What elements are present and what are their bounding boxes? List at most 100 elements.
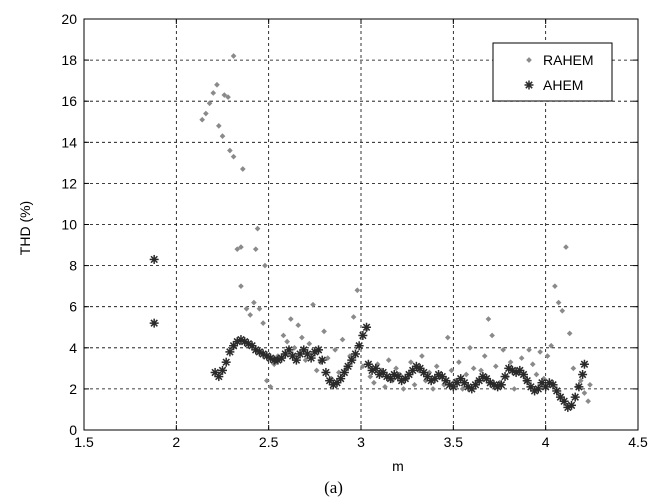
rahem-point <box>467 344 473 351</box>
ahem-point <box>291 355 301 365</box>
ahem-point-stroke <box>237 335 245 344</box>
y-tick-label: 18 <box>61 52 77 68</box>
ahem-point-stroke <box>442 376 450 385</box>
rahem-point <box>230 153 237 160</box>
ahem-point-stroke <box>390 370 398 379</box>
ahem-point-stroke <box>497 381 506 389</box>
ahem-point <box>229 341 239 351</box>
ahem-point <box>567 400 577 410</box>
rahem-point <box>548 342 555 349</box>
ahem-point-stroke <box>218 366 227 375</box>
ahem-point-stroke <box>486 379 494 387</box>
ahem-point-stroke <box>505 364 513 373</box>
ahem-point-stroke <box>150 319 158 327</box>
ahem-point-stroke <box>445 381 454 389</box>
rahem-point <box>552 283 558 289</box>
y-tick-label: 8 <box>69 258 77 274</box>
rahem-point <box>463 371 470 378</box>
ahem-point-stroke <box>215 372 223 381</box>
figure-caption: (a) <box>324 478 343 497</box>
ahem-point <box>284 345 294 355</box>
legend: RAHEM AHEM <box>492 42 613 102</box>
legend-marker-rahem <box>526 57 532 63</box>
rahem-point <box>221 92 228 98</box>
ahem-point <box>445 380 455 390</box>
y-tick-label: 10 <box>61 217 77 233</box>
legend-label-rahem: RAHEM <box>543 52 594 68</box>
ahem-point <box>321 367 331 377</box>
ahem-point-stroke <box>490 381 498 389</box>
rahem-point <box>239 166 246 172</box>
ahem-point-stroke <box>340 368 349 377</box>
y-tick-label: 4 <box>69 340 77 356</box>
ahem-point <box>578 370 588 380</box>
ahem-point-stroke <box>325 376 334 385</box>
x-tick-label: 4 <box>542 434 550 450</box>
rahem-point <box>251 299 257 306</box>
ahem-point <box>339 367 349 377</box>
rahem-point <box>267 384 274 390</box>
ahem-point-stroke <box>285 346 293 354</box>
ahem-point-stroke <box>482 374 491 383</box>
rahem-point <box>332 347 338 353</box>
ahem-point <box>548 380 558 390</box>
ahem-point-stroke <box>383 372 391 381</box>
ahem-point-stroke <box>344 362 352 371</box>
rahem-point <box>478 367 484 374</box>
ahem-point-stroke <box>538 379 546 387</box>
ahem-point-stroke <box>351 350 360 358</box>
rahem-point <box>280 332 287 339</box>
rahem-point <box>306 340 313 347</box>
ahem-point-stroke <box>303 350 312 358</box>
rahem-point <box>321 328 327 335</box>
ahem-point <box>579 359 589 369</box>
rahem-point <box>585 398 591 405</box>
rahem-point <box>577 377 584 384</box>
y-tick-label: 14 <box>61 134 77 150</box>
rahem-point <box>256 305 263 312</box>
ahem-point <box>533 384 543 394</box>
ahem-point <box>363 359 373 369</box>
ahem-point <box>218 365 227 375</box>
rahem-point <box>214 81 220 88</box>
ahem-point <box>225 347 235 357</box>
ahem-point-stroke <box>394 372 402 381</box>
ahem-point-stroke <box>523 376 531 385</box>
rahem-point <box>206 100 213 107</box>
legend-label-ahem: AHEM <box>543 77 583 93</box>
rahem-point <box>408 359 414 366</box>
ahem-point <box>306 353 316 363</box>
rahem-point <box>563 244 569 250</box>
ahem-point <box>214 372 224 382</box>
rahem-point <box>284 338 290 345</box>
rahem-point <box>587 381 593 388</box>
ahem-point <box>314 345 324 355</box>
rahem-point <box>260 320 266 326</box>
ahem-point-stroke <box>571 393 579 401</box>
rahem-point <box>247 312 254 318</box>
rahem-point <box>225 94 231 100</box>
rahem-point <box>544 353 551 359</box>
ahem-point <box>371 363 381 373</box>
rahem-point <box>481 353 488 359</box>
rahem-point <box>295 322 302 329</box>
ahem-point <box>295 349 305 359</box>
ahem-point-stroke <box>556 393 565 401</box>
ahem-point-stroke <box>300 346 308 354</box>
ahem-point-stroke <box>580 360 589 368</box>
ahem-point-stroke <box>248 342 256 350</box>
ahem-point-stroke <box>379 368 387 377</box>
ahem-point-stroke <box>211 368 219 377</box>
rahem-point <box>419 353 425 359</box>
ahem-point-stroke <box>534 385 543 393</box>
y-tick-label: 2 <box>69 381 77 397</box>
rahem-point <box>238 244 244 250</box>
ahem-point-stroke <box>372 364 380 373</box>
rahem-point <box>367 373 374 380</box>
ahem-point-stroke <box>456 374 465 383</box>
ahem-point-stroke <box>150 255 158 264</box>
rahem-point <box>456 359 462 366</box>
series-rahem <box>199 53 593 405</box>
rahem-point <box>252 246 259 252</box>
